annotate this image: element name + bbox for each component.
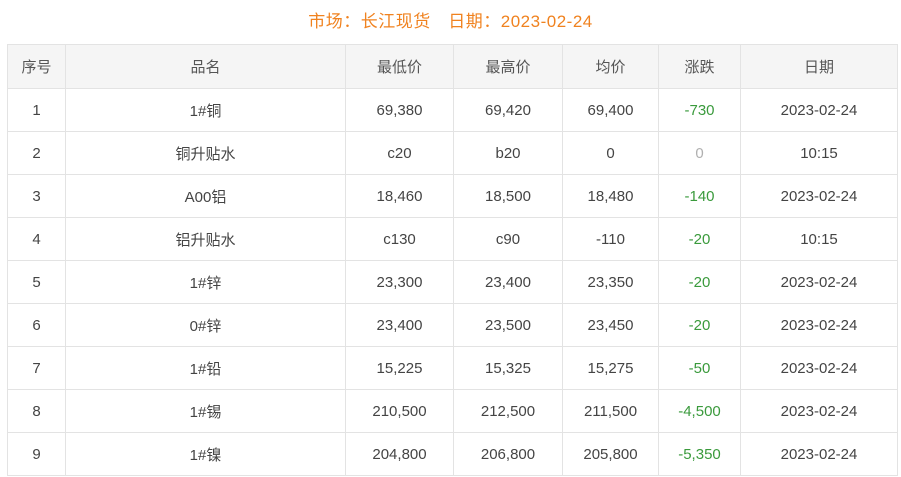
cell-date: 2023-02-24 (740, 88, 898, 132)
table-row: 4 铝升贴水 c130 c90 -110 -20 10:15 (7, 217, 898, 261)
cell-date: 2023-02-24 (740, 260, 898, 304)
cell-no: 6 (7, 303, 66, 347)
cell-name: A00铝 (65, 174, 346, 218)
table-row: 3 A00铝 18,460 18,500 18,480 -140 2023-02-24 (7, 174, 898, 218)
cell-change: -50 (658, 346, 741, 390)
cell-change: -140 (658, 174, 741, 218)
cell-name: 1#镍 (65, 432, 346, 476)
cell-change: -20 (658, 260, 741, 304)
page-title: 市场：长江现货 日期：2023-02-24 (308, 12, 593, 31)
cell-low: 210,500 (345, 389, 454, 433)
table-row: 5 1#锌 23,300 23,400 23,350 -20 2023-02-24 (7, 260, 898, 304)
cell-low: 23,300 (345, 260, 454, 304)
cell-change: -5,350 (658, 432, 741, 476)
cell-no: 2 (7, 131, 66, 175)
cell-no: 3 (7, 174, 66, 218)
cell-avg: 0 (562, 131, 659, 175)
column-header-no: 序号 (7, 44, 66, 89)
cell-date: 2023-02-24 (740, 174, 898, 218)
table-row: 6 0#锌 23,400 23,500 23,450 -20 2023-02-24 (7, 303, 898, 347)
cell-low: 18,460 (345, 174, 454, 218)
cell-name: 1#锌 (65, 260, 346, 304)
cell-avg: 205,800 (562, 432, 659, 476)
cell-change: -730 (658, 88, 741, 132)
cell-high: 212,500 (453, 389, 563, 433)
cell-change: 0 (658, 131, 741, 175)
cell-no: 5 (7, 260, 66, 304)
cell-date: 10:15 (740, 131, 898, 175)
cell-avg: 18,480 (562, 174, 659, 218)
cell-name: 1#铜 (65, 88, 346, 132)
cell-avg: 15,275 (562, 346, 659, 390)
cell-low: 204,800 (345, 432, 454, 476)
cell-name: 1#铅 (65, 346, 346, 390)
cell-avg: 23,350 (562, 260, 659, 304)
cell-date: 2023-02-24 (740, 303, 898, 347)
cell-high: 18,500 (453, 174, 563, 218)
column-header-avg: 均价 (562, 44, 659, 89)
cell-low: 69,380 (345, 88, 454, 132)
cell-low: c130 (345, 217, 454, 261)
cell-low: 15,225 (345, 346, 454, 390)
table-header-row: 序号 品名 最低价 最高价 均价 涨跌 日期 (7, 44, 898, 89)
table-row: 8 1#锡 210,500 212,500 211,500 -4,500 2023-02-2… (7, 389, 898, 433)
cell-no: 1 (7, 88, 66, 132)
cell-high: 69,420 (453, 88, 563, 132)
cell-avg: 69,400 (562, 88, 659, 132)
cell-date: 2023-02-24 (740, 346, 898, 390)
cell-name: 1#锡 (65, 389, 346, 433)
cell-high: c90 (453, 217, 563, 261)
column-header-change: 涨跌 (658, 44, 741, 89)
cell-change: -4,500 (658, 389, 741, 433)
cell-no: 8 (7, 389, 66, 433)
column-header-name: 品名 (65, 44, 346, 89)
column-header-low: 最低价 (345, 44, 454, 89)
cell-date: 10:15 (740, 217, 898, 261)
cell-avg: 211,500 (562, 389, 659, 433)
cell-high: 15,325 (453, 346, 563, 390)
cell-no: 9 (7, 432, 66, 476)
column-header-date: 日期 (740, 44, 898, 89)
cell-high: 23,500 (453, 303, 563, 347)
cell-change: -20 (658, 303, 741, 347)
cell-avg: -110 (562, 217, 659, 261)
cell-low: c20 (345, 131, 454, 175)
cell-date: 2023-02-24 (740, 432, 898, 476)
cell-change: -20 (658, 217, 741, 261)
table-row: 2 铜升贴水 c20 b20 0 0 10:15 (7, 131, 898, 175)
column-header-high: 最高价 (453, 44, 563, 89)
price-table: 序号 品名 最低价 最高价 均价 涨跌 日期 1 1#铜 69,380 69,420 69,400-… (7, 44, 898, 476)
cell-avg: 23,450 (562, 303, 659, 347)
cell-high: b20 (453, 131, 563, 175)
cell-name: 铜升贴水 (65, 131, 346, 175)
cell-name: 0#锌 (65, 303, 346, 347)
cell-name: 铝升贴水 (65, 217, 346, 261)
table-row: 9 1#镍 204,800 206,800 205,800 -5,350 2023-02-2… (7, 432, 898, 476)
table-body: 1 1#铜 69,380 69,420 69,400 -730 2023-02-24 2 铜升贴… (7, 88, 898, 476)
cell-low: 23,400 (345, 303, 454, 347)
cell-no: 4 (7, 217, 66, 261)
cell-no: 7 (7, 346, 66, 390)
cell-high: 206,800 (453, 432, 563, 476)
table-row: 1 1#铜 69,380 69,420 69,400 -730 2023-02-24 (7, 88, 898, 132)
cell-date: 2023-02-24 (740, 389, 898, 433)
table-row: 7 1#铅 15,225 15,325 15,275 -50 2023-02-24 (7, 346, 898, 390)
cell-high: 23,400 (453, 260, 563, 304)
